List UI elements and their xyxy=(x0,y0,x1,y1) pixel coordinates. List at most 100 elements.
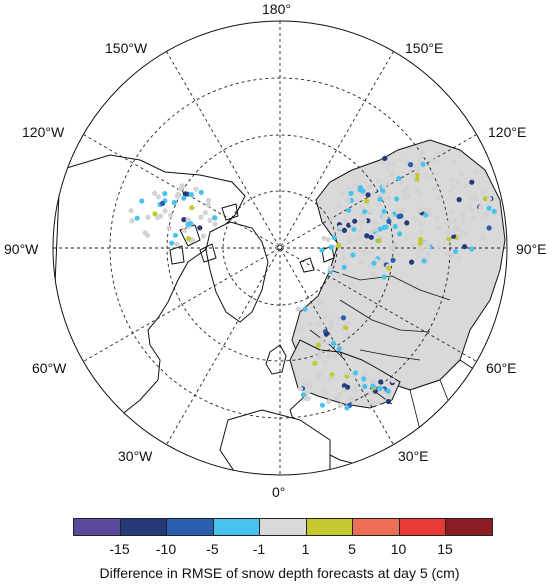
lon-label-120e: 120°E xyxy=(488,124,527,140)
station-dot xyxy=(205,202,211,208)
station-dot xyxy=(395,251,401,257)
station-dot xyxy=(344,321,350,327)
station-dot xyxy=(315,374,322,380)
station-dot xyxy=(327,375,333,381)
station-dot xyxy=(345,198,351,204)
station-dot xyxy=(330,340,337,346)
station-dot xyxy=(350,252,356,258)
map-boundary xyxy=(52,20,508,476)
station-dot xyxy=(362,250,368,256)
station-dot xyxy=(422,240,429,246)
station-dot xyxy=(358,259,364,265)
station-dot xyxy=(320,335,326,341)
station-dot xyxy=(186,236,192,242)
station-dot xyxy=(382,155,388,161)
station-dot xyxy=(172,232,179,238)
lon-label-30w: 30°W xyxy=(118,448,153,464)
station-dot xyxy=(381,213,387,219)
station-dot xyxy=(357,228,363,234)
station-dot xyxy=(295,306,301,312)
station-dot xyxy=(453,249,459,255)
lon-label-90e: 90°E xyxy=(516,241,547,257)
station-dot xyxy=(200,233,206,239)
station-dot xyxy=(375,201,382,207)
colorbar-tick-label: -10 xyxy=(155,541,177,557)
station-dot xyxy=(434,215,440,221)
station-dot xyxy=(362,383,368,390)
station-dot xyxy=(385,388,391,394)
station-dot xyxy=(316,353,322,360)
station-dot xyxy=(364,198,370,204)
station-dot xyxy=(469,246,475,252)
station-dot xyxy=(181,195,187,201)
station-dot xyxy=(361,218,368,224)
station-dot xyxy=(347,395,353,401)
station-dot xyxy=(450,233,456,239)
station-dot xyxy=(388,245,394,251)
station-dot xyxy=(326,399,332,405)
station-dot xyxy=(408,162,414,168)
station-dot xyxy=(380,252,387,258)
station-points xyxy=(128,149,497,411)
station-dot xyxy=(168,212,174,218)
station-dot xyxy=(486,196,493,202)
station-dot xyxy=(425,252,431,258)
station-dot xyxy=(340,254,346,260)
station-dot xyxy=(457,233,463,239)
station-dot xyxy=(325,237,331,243)
station-dot xyxy=(364,233,370,239)
lon-label-150e: 150°E xyxy=(405,40,444,56)
station-dot xyxy=(185,217,191,223)
station-dot xyxy=(371,378,377,384)
station-dot xyxy=(392,223,398,230)
station-dot xyxy=(386,265,392,271)
station-dot xyxy=(391,161,397,167)
station-dot xyxy=(376,238,382,244)
station-dot xyxy=(415,254,421,260)
station-dot xyxy=(300,392,306,398)
station-dot xyxy=(409,259,415,265)
colorbar-tick-label: 5 xyxy=(348,541,356,557)
lon-label-150w: 150°W xyxy=(105,40,148,56)
station-dot xyxy=(315,329,321,335)
station-dot xyxy=(341,227,347,233)
station-dot xyxy=(328,244,334,250)
station-dot xyxy=(368,391,374,397)
station-dot xyxy=(420,161,426,167)
land-britain xyxy=(265,344,287,375)
station-dot xyxy=(352,182,358,189)
station-dot xyxy=(491,208,497,214)
station-dot xyxy=(374,233,380,239)
station-dot xyxy=(397,231,403,237)
station-dot xyxy=(435,243,441,249)
station-dot xyxy=(378,379,384,385)
station-dot xyxy=(318,318,324,325)
station-dot xyxy=(370,219,376,225)
station-dot xyxy=(426,211,433,217)
station-dot xyxy=(158,213,164,219)
station-dot xyxy=(482,196,489,202)
station-dot xyxy=(421,258,427,264)
station-dot xyxy=(352,218,358,224)
station-dot xyxy=(166,225,172,231)
station-dot xyxy=(319,247,325,253)
country-borders xyxy=(309,269,457,431)
station-dot xyxy=(368,234,374,240)
station-dot xyxy=(390,377,396,384)
station-dot xyxy=(370,399,376,405)
station-dot xyxy=(456,197,462,203)
station-dot xyxy=(417,236,424,242)
station-dot xyxy=(432,185,438,191)
lon-label-90w: 90°W xyxy=(4,241,39,257)
station-dot xyxy=(462,244,468,250)
station-dot xyxy=(179,184,185,190)
station-dot xyxy=(471,215,477,221)
station-dot xyxy=(328,319,334,325)
station-dot xyxy=(448,188,454,194)
station-dot xyxy=(320,299,326,305)
station-dot xyxy=(341,264,347,270)
colorbar-swatch xyxy=(445,518,493,536)
station-dot xyxy=(445,251,451,257)
colorbar-swatch xyxy=(119,518,167,536)
station-dot xyxy=(446,236,452,242)
